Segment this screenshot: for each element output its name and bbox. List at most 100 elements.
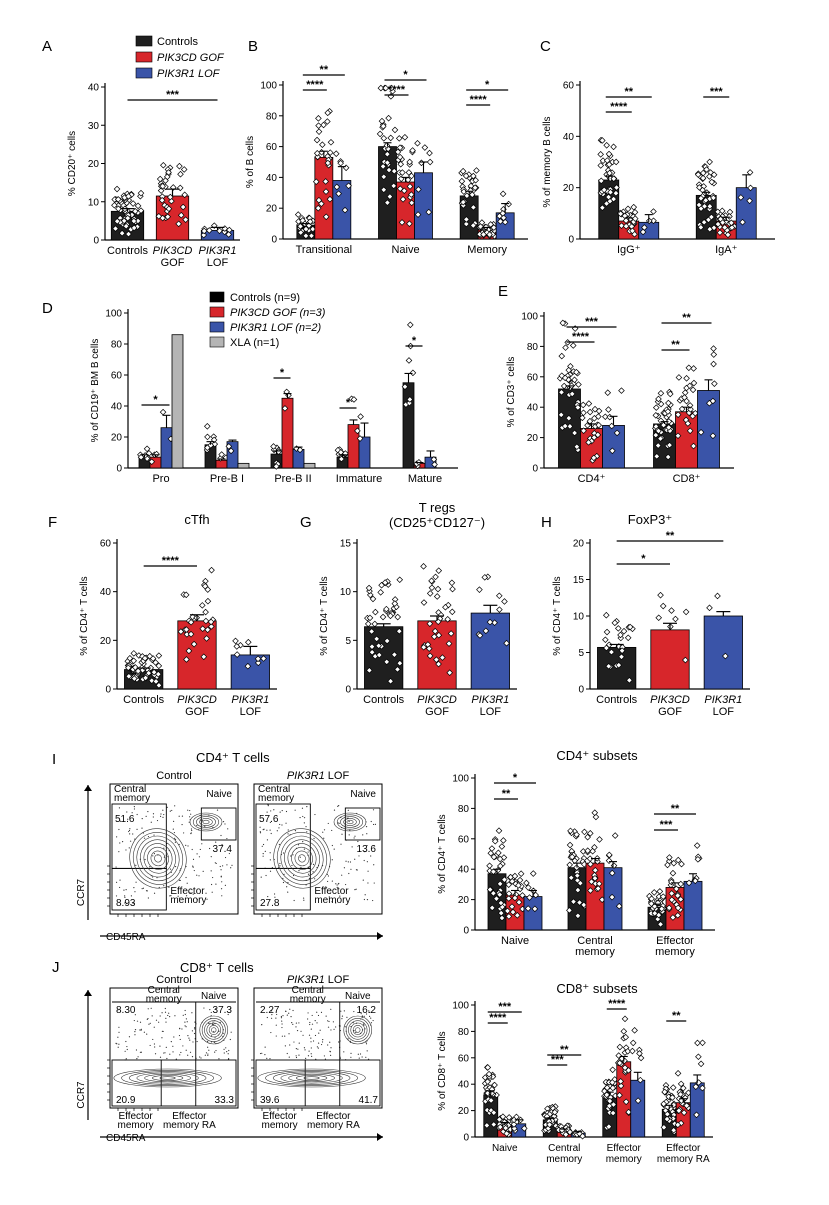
data-point: [561, 422, 569, 430]
event-dot: [128, 1036, 131, 1038]
event-dot: [372, 1019, 374, 1022]
legend-d: Controls (n=9)PIK3CD GOF (n=3)PIK3R1 LOF…: [209, 291, 326, 349]
gate-label: memory RA: [307, 1120, 360, 1131]
data-point: [591, 874, 599, 882]
significance-label: **: [624, 86, 633, 98]
data-point: [315, 128, 323, 135]
event-dot: [361, 1056, 363, 1058]
gate-label: memory: [146, 994, 182, 1005]
event-dot: [152, 813, 155, 815]
data-point: [550, 1112, 558, 1120]
data-point: [605, 150, 613, 158]
data-point: [672, 615, 679, 623]
gene-name: PIK3R1: [287, 770, 325, 782]
data-point: [508, 878, 516, 885]
data-point: [682, 656, 689, 664]
data-point: [495, 827, 503, 835]
event-dot: [316, 1022, 318, 1024]
event-dot: [121, 841, 124, 843]
event-dot: [190, 813, 192, 815]
event-dot: [329, 1051, 332, 1053]
event-dot: [124, 895, 126, 897]
x-group-label: Immature: [336, 473, 382, 485]
data-point: [557, 411, 565, 419]
data-point: [375, 642, 382, 650]
event-dot: [293, 899, 295, 902]
data-point: [143, 445, 151, 453]
data-point: [405, 357, 413, 364]
arrow-head-icon: [84, 990, 92, 996]
x-group-label: memory: [575, 946, 615, 958]
data-point: [501, 598, 508, 605]
data-point: [594, 885, 602, 892]
data-point: [202, 617, 210, 625]
event-dot: [196, 824, 198, 827]
event-dot: [336, 886, 338, 888]
data-point: [714, 220, 722, 228]
bar: [487, 873, 507, 931]
data-point: [380, 134, 388, 142]
event-dot: [134, 1034, 136, 1036]
event-dot: [341, 874, 343, 876]
data-point: [281, 405, 289, 412]
y-tick-label: 20: [88, 159, 100, 170]
x-tick-label: GOF: [161, 257, 185, 269]
data-point: [659, 602, 667, 610]
data-point: [439, 654, 446, 661]
flow-title: CD4⁺ T cells: [196, 750, 270, 765]
event-dot: [169, 810, 171, 812]
event-dot: [191, 1030, 194, 1032]
event-dot: [329, 892, 331, 894]
event-dot: [190, 832, 192, 835]
data-point: [460, 202, 467, 209]
data-point: [609, 1084, 617, 1092]
data-point: [655, 395, 662, 403]
gene-name: PIK3R1: [287, 974, 325, 986]
event-dot: [230, 867, 232, 869]
event-dot: [298, 1054, 300, 1056]
data-point: [130, 217, 138, 225]
event-dot: [325, 1015, 327, 1017]
event-dot: [133, 808, 136, 810]
data-point: [366, 667, 373, 674]
event-dot: [126, 811, 128, 813]
y-tick-label: 60: [458, 834, 470, 845]
data-point: [594, 431, 602, 439]
event-dot: [287, 882, 289, 884]
data-point: [590, 434, 598, 441]
event-dot: [118, 828, 120, 831]
event-dot: [310, 1041, 312, 1043]
x-tick-label: GOF: [185, 706, 209, 718]
event-dot: [137, 1056, 139, 1058]
event-dot: [350, 868, 352, 870]
panel-letter: J: [52, 959, 60, 976]
data-point: [680, 1109, 688, 1116]
data-point: [569, 342, 577, 349]
event-dot: [188, 1037, 190, 1039]
flow-plot-frame: [253, 783, 383, 915]
data-point: [531, 905, 539, 913]
event-dot: [144, 858, 146, 861]
y-tick-label: 40: [458, 1080, 470, 1091]
data-point: [609, 447, 616, 455]
event-dot: [303, 1047, 306, 1049]
y-tick-label: 100: [260, 81, 277, 92]
event-dot: [132, 902, 134, 904]
event-dot: [275, 1017, 277, 1019]
event-dot: [115, 881, 118, 883]
event-dot: [327, 875, 330, 877]
contour-line: [273, 828, 331, 889]
data-point: [558, 372, 566, 380]
event-dot: [164, 1011, 167, 1013]
data-point: [514, 912, 521, 919]
y-tick-label: 20: [527, 433, 539, 444]
contour-line: [196, 816, 216, 828]
event-dot: [327, 1020, 329, 1022]
data-point: [746, 197, 753, 205]
event-dot: [211, 1023, 213, 1025]
event-dot: [354, 858, 356, 860]
event-dot: [354, 889, 356, 891]
data-point: [603, 611, 610, 619]
